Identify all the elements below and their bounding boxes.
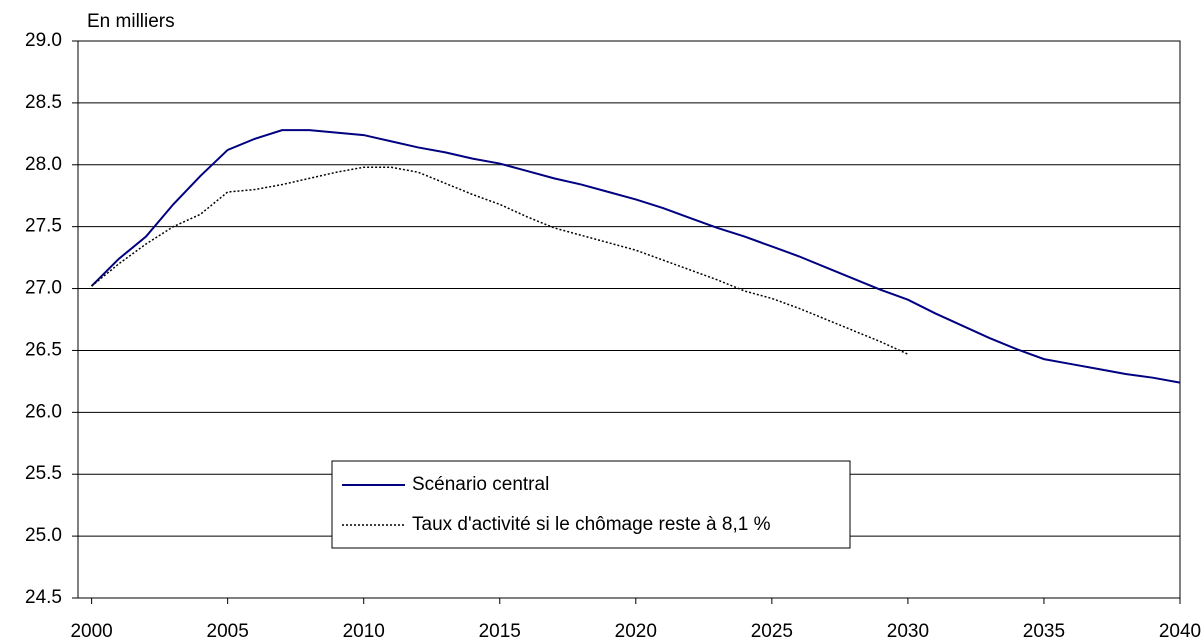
y-tick-label: 29.0 (25, 30, 62, 51)
x-tick-label: 2025 (751, 621, 793, 642)
x-tick-label: 2035 (1023, 621, 1065, 642)
y-tick-label: 24.5 (25, 587, 62, 608)
x-tick-label: 2000 (70, 621, 112, 642)
x-tick-label: 2030 (887, 621, 929, 642)
y-tick-label: 28.0 (25, 154, 62, 175)
legend-box (331, 460, 851, 549)
series-line (91, 166, 909, 355)
series-line (90, 129, 1181, 384)
x-tick-label: 2015 (479, 621, 521, 642)
x-tick-label: 2040 (1159, 621, 1201, 642)
y-tick-label: 27.0 (25, 278, 62, 299)
y-tick-label: 26.0 (25, 401, 62, 422)
plot-frame (77, 40, 1181, 599)
x-tick-label: 2005 (207, 621, 249, 642)
x-tick-label: 2010 (343, 621, 385, 642)
y-tick-label: 26.5 (25, 339, 62, 360)
y-tick-label: 27.5 (25, 216, 62, 237)
x-tick-label: 2020 (615, 621, 657, 642)
y-tick-label: 25.0 (25, 525, 62, 546)
y-tick-label: 25.5 (25, 463, 62, 484)
legend-label: Taux d'activité si le chômage reste à 8,… (412, 514, 771, 535)
y-tick-label: 28.5 (25, 92, 62, 113)
unit-annotation: En milliers (87, 11, 175, 32)
legend-label: Scénario central (412, 474, 549, 495)
